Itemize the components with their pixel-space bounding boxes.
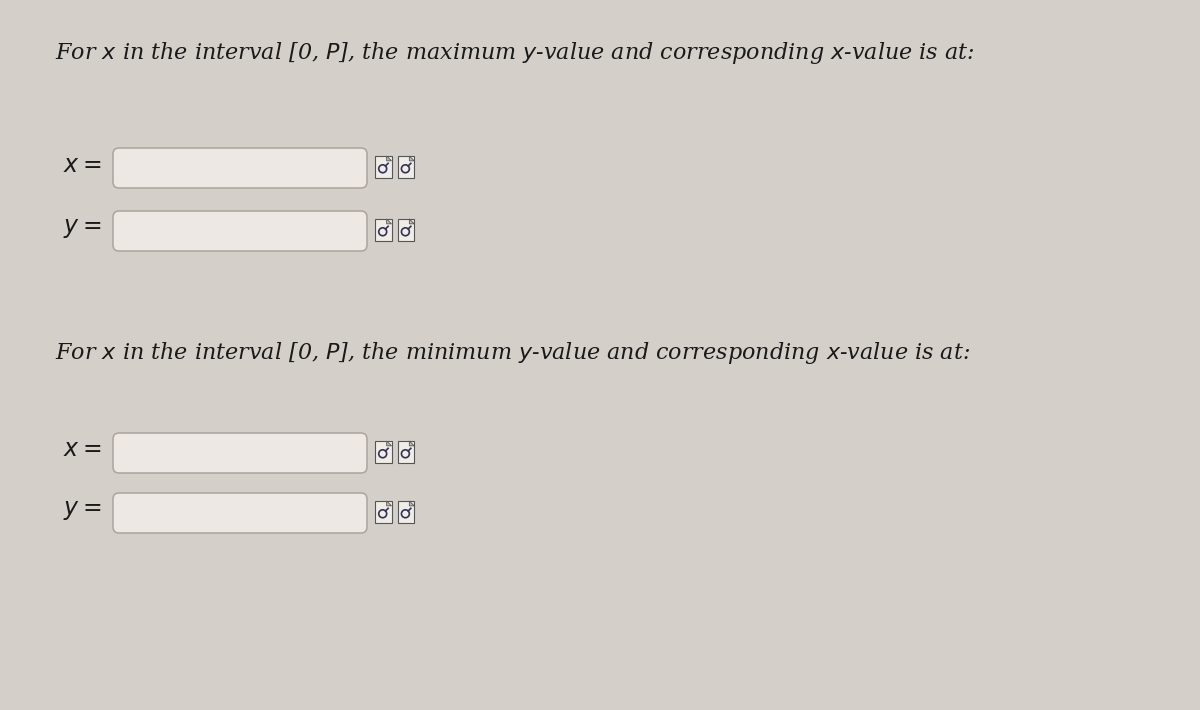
Text: For $x$ in the interval [0, $P$], the maximum $y$-value and corresponding $x$-va: For $x$ in the interval [0, $P$], the ma… [55, 40, 974, 66]
FancyBboxPatch shape [374, 501, 391, 523]
Polygon shape [386, 219, 391, 224]
Polygon shape [409, 501, 414, 506]
Polygon shape [386, 156, 391, 161]
FancyBboxPatch shape [374, 156, 391, 178]
Text: $y =$: $y =$ [64, 217, 102, 239]
FancyBboxPatch shape [113, 493, 367, 533]
FancyBboxPatch shape [113, 148, 367, 188]
FancyBboxPatch shape [374, 441, 391, 463]
FancyBboxPatch shape [113, 211, 367, 251]
FancyBboxPatch shape [397, 219, 414, 241]
Text: $x =$: $x =$ [64, 439, 102, 462]
FancyBboxPatch shape [397, 501, 414, 523]
Polygon shape [386, 441, 391, 446]
FancyBboxPatch shape [113, 433, 367, 473]
Polygon shape [409, 219, 414, 224]
FancyBboxPatch shape [374, 219, 391, 241]
Polygon shape [386, 501, 391, 506]
Text: $x =$: $x =$ [64, 153, 102, 177]
FancyBboxPatch shape [397, 441, 414, 463]
Text: $y =$: $y =$ [64, 498, 102, 522]
Polygon shape [409, 156, 414, 161]
Text: For $x$ in the interval [0, $P$], the minimum $y$-value and corresponding $x$-va: For $x$ in the interval [0, $P$], the mi… [55, 340, 971, 366]
FancyBboxPatch shape [397, 156, 414, 178]
Polygon shape [409, 441, 414, 446]
